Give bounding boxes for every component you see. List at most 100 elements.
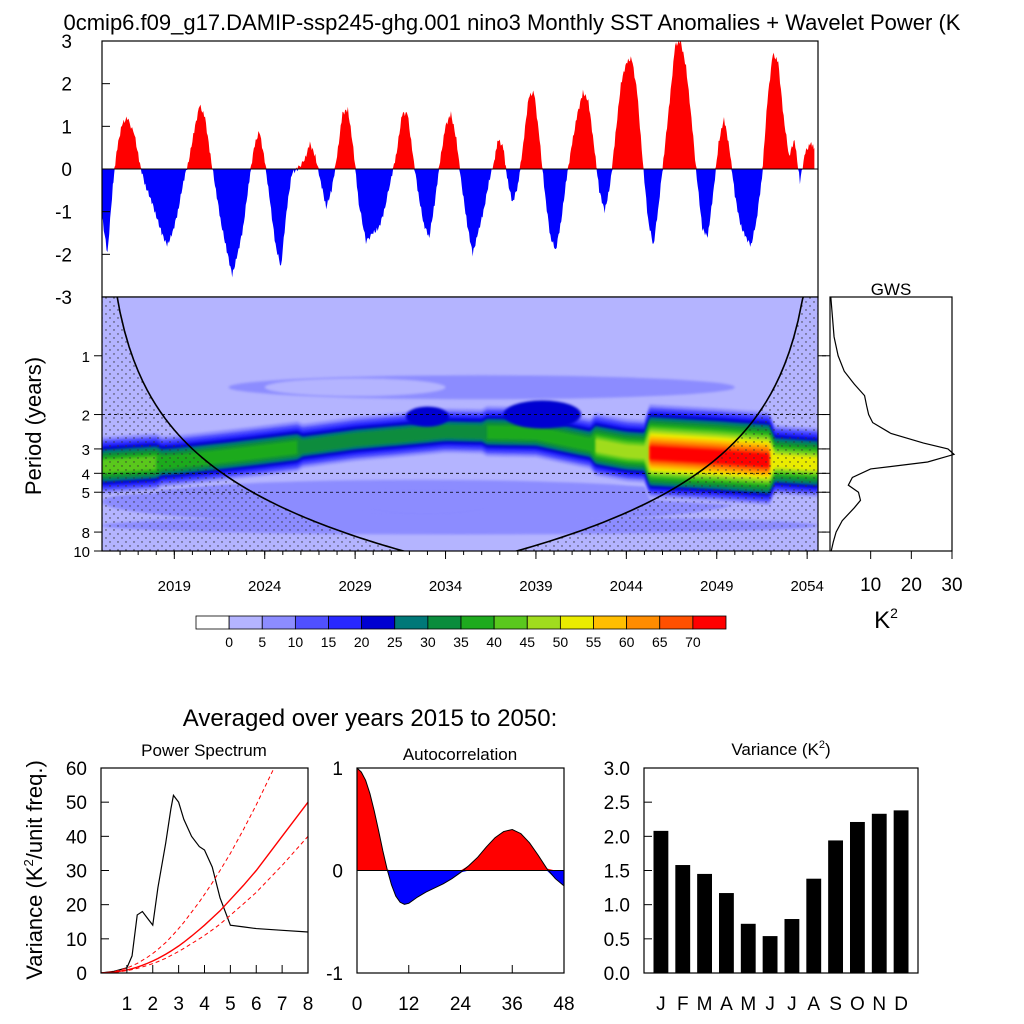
wavelet-x-tick-label: 2054 (790, 578, 823, 595)
sst-y-tick-label: 3 (61, 32, 72, 53)
wavelet-x-tick-label: 2019 (158, 578, 191, 595)
red-noise-upper-line (101, 768, 275, 973)
colorbar-swatch (593, 615, 628, 630)
red-noise-mean-line (101, 801, 308, 973)
sst-y-tick-label: 2 (61, 75, 72, 96)
variance-bar (784, 919, 800, 973)
colorbar-swatch (195, 615, 230, 630)
ac-x-tick-label: 36 (502, 994, 523, 1015)
variance-y-tick-label: 0.0 (604, 964, 630, 985)
gws-x-tick-label: 20 (901, 575, 922, 596)
colorbar-label: 50 (553, 634, 569, 650)
gws-line (830, 296, 956, 552)
variance-x-tick-label: M (697, 994, 713, 1015)
ac-y-tick-label: 0 (332, 862, 343, 883)
ps-x-tick-label: 6 (251, 994, 262, 1015)
sst-y-tick-label: -2 (55, 245, 72, 266)
ac-x-tick-label: 12 (398, 994, 419, 1015)
colorbar-label: 15 (321, 634, 337, 650)
colorbar-label: 10 (288, 634, 304, 650)
variance-bar (806, 878, 822, 973)
power-spectrum-frame (100, 767, 309, 974)
gws-xlabel: K2 (874, 605, 898, 634)
gws-panel: GWS 10 20 30 K2 (822, 280, 963, 634)
ps-x-tick-label: 7 (277, 994, 288, 1015)
variance-bar (740, 923, 756, 973)
ac-y-tick-label: 1 (332, 759, 343, 780)
variance-x-tick-label: O (850, 994, 865, 1015)
wavelet-x-tick-label: 2044 (610, 578, 643, 595)
colorbar-swatch (427, 615, 462, 630)
sst-y-tick-label: -1 (55, 203, 72, 224)
variance-x-tick-label: A (720, 994, 733, 1015)
variance-bars (653, 810, 909, 973)
variance-y-tick-label: 2.0 (604, 827, 630, 848)
variance-bar (762, 936, 778, 973)
gws-title: GWS (871, 280, 912, 299)
wavelet-y-tick-label: 10 (73, 544, 90, 561)
ps-y-tick-label: 30 (66, 862, 87, 883)
ps-y-tick-label: 10 (66, 930, 87, 951)
colorbar: 0 5 10 15 20 25 30 35 40 45 50 55 60 65 70 (195, 615, 727, 650)
colorbar-label: 0 (225, 634, 233, 650)
sst-negative-area (102, 169, 815, 278)
ac-x-tick-label: 48 (553, 994, 574, 1015)
colorbar-label: 45 (519, 634, 535, 650)
colorbar-label: 35 (453, 634, 469, 650)
colorbar-label: 70 (685, 634, 701, 650)
colorbar-label: 60 (619, 634, 635, 650)
colorbar-label: 55 (586, 634, 602, 650)
ps-y-tick-label: 50 (66, 793, 87, 814)
gws-x-axis: 10 20 30 (822, 355, 963, 596)
colorbar-swatch (228, 615, 263, 630)
colorbar-swatch (361, 615, 396, 630)
wavelet-band-upper (264, 378, 446, 397)
variance-x-tick-label: F (677, 994, 689, 1015)
colorbar-swatch (526, 615, 561, 630)
autocorr-line (357, 768, 564, 905)
gws-plot-frame (829, 296, 953, 552)
autocorrelation-axes: 0 12 24 36 48 -1 0 1 (326, 759, 574, 1015)
colorbar-swatch (626, 615, 661, 630)
colorbar-label: 30 (420, 634, 436, 650)
colorbar-swatch (692, 615, 727, 630)
variance-bar (871, 813, 887, 973)
colorbar-swatch (294, 615, 329, 630)
wavelet-x-tick-label: 2049 (700, 578, 733, 595)
wavelet-y-tick-label: 4 (82, 466, 90, 483)
sst-y-tick-label: 1 (61, 117, 72, 138)
ps-x-tick-label: 4 (199, 994, 210, 1015)
variance-y-tick-label: 1.0 (604, 896, 630, 917)
variance-x-tick-label: N (872, 994, 886, 1015)
ps-y-tick-label: 40 (66, 827, 87, 848)
wavelet-x-tick-label: 2039 (519, 578, 552, 595)
variance-y-tick-label: 3.0 (604, 759, 630, 780)
wavelet-y-tick-label: 3 (82, 442, 90, 459)
ps-y-tick-label: 60 (66, 759, 87, 780)
ps-y-tick-label: 20 (66, 896, 87, 917)
ps-x-tick-label: 8 (303, 994, 314, 1015)
colorbar-swatch (394, 615, 429, 630)
averaged-title: Averaged over years 2015 to 2050: (183, 705, 557, 732)
sst-y-tick-label: 0 (61, 160, 72, 181)
colorbar-swatch (261, 615, 296, 630)
ps-x-tick-label: 1 (122, 994, 133, 1015)
variance-x-tick-label: D (894, 994, 908, 1015)
wavelet-y-tick-label: 5 (82, 485, 90, 502)
cone-of-influence-stipple (102, 297, 818, 551)
colorbar-label: 40 (486, 634, 502, 650)
variance-x-tick-label: J (787, 994, 797, 1015)
wavelet-ylabel: Period (years) (21, 357, 46, 495)
ps-y-tick-label: 0 (76, 964, 87, 985)
variance-bar (828, 840, 844, 973)
variance-bar (697, 873, 713, 973)
colorbar-swatch (493, 615, 528, 630)
wavelet-band-2yr (405, 406, 450, 427)
ps-x-tick-label: 5 (225, 994, 236, 1015)
wavelet-y-tick-label: 8 (82, 525, 90, 542)
ps-x-tick-label: 3 (173, 994, 184, 1015)
colorbar-swatch (328, 615, 363, 630)
power-spectrum-title: Power Spectrum (141, 741, 267, 760)
red-noise-lower-line (101, 836, 308, 973)
